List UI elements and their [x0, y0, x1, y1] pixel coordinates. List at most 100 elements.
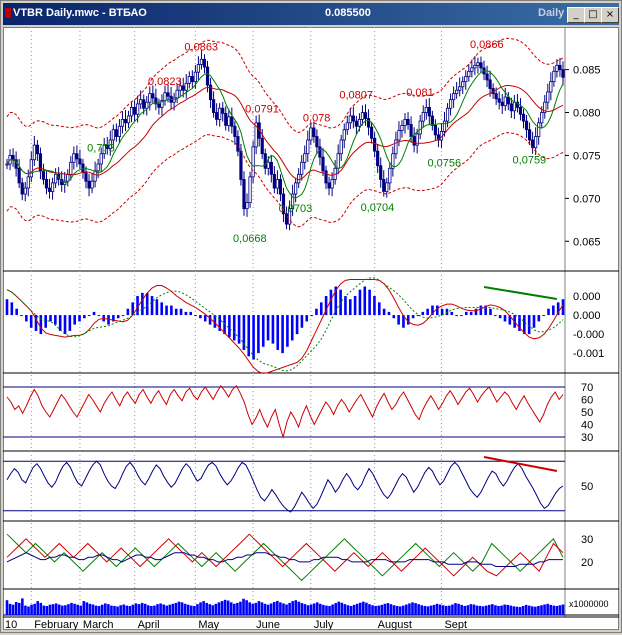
- macd-bar: [537, 315, 541, 322]
- macd-bar: [556, 302, 560, 316]
- candle-body: [537, 122, 541, 137]
- macd-bar: [5, 299, 9, 316]
- volume-bar: [503, 604, 506, 615]
- volume-bar: [128, 605, 132, 615]
- volume-bar: [466, 605, 470, 615]
- volume-bar: [377, 605, 380, 615]
- macd-bar: [184, 311, 188, 316]
- volume-bar: [113, 605, 116, 615]
- candle-body: [524, 120, 529, 131]
- macd-bar: [431, 305, 434, 316]
- volume-bar: [546, 603, 549, 615]
- candle-body: [342, 129, 346, 141]
- candle-body: [412, 136, 416, 146]
- volume-bar: [475, 605, 479, 615]
- close-button[interactable]: ×: [601, 7, 619, 23]
- chart-svg[interactable]: 0.085 0.080 0.075 0.070 0.065 0,0863 0,0823 0,0…: [3, 27, 619, 631]
- candle-body: [552, 70, 556, 83]
- candle-body: [558, 64, 562, 71]
- candle-body: [133, 106, 137, 115]
- volume-bar: [272, 602, 276, 615]
- macd-bar: [232, 315, 236, 341]
- volume-bar: [150, 605, 153, 615]
- macd-bar: [498, 315, 502, 319]
- macd-bar: [397, 315, 400, 325]
- macd-bar: [295, 315, 299, 335]
- volume-bar: [355, 603, 359, 615]
- x-tick-label: 10: [5, 619, 17, 630]
- volume-bar: [469, 604, 473, 615]
- volume-bar: [147, 605, 150, 615]
- volume-bar: [398, 606, 402, 615]
- volume-bar: [54, 603, 58, 615]
- macd-signal-line: [6, 277, 564, 372]
- macd-bar: [247, 315, 251, 357]
- candle-body: [373, 137, 377, 152]
- volume-bar: [140, 602, 144, 615]
- volume-bar: [435, 603, 439, 615]
- volume-bar: [159, 603, 162, 615]
- macd-bar: [368, 289, 371, 316]
- candle-body: [503, 96, 507, 107]
- volume-bar: [174, 602, 178, 615]
- candle-body: [181, 85, 185, 91]
- y-tick-label: 30: [581, 432, 593, 444]
- macd-bar: [542, 315, 545, 317]
- maximize-button[interactable]: □: [584, 7, 602, 23]
- volume-bar: [279, 602, 282, 615]
- candle-body: [382, 179, 386, 192]
- high-annotation: 0,0807: [339, 90, 373, 102]
- high-annotation: 0,081: [406, 87, 434, 99]
- candle-body: [81, 163, 85, 174]
- volume-bar: [371, 605, 374, 615]
- candle-body: [485, 73, 489, 81]
- volume-bar: [223, 599, 227, 615]
- macd-bar: [155, 299, 159, 316]
- minimize-button[interactable]: _: [567, 7, 585, 23]
- candle-body: [445, 107, 450, 122]
- volume-bar: [306, 605, 310, 615]
- y-tick-label: 0.065: [573, 236, 601, 248]
- volume-bar: [460, 604, 463, 615]
- candle-body: [424, 106, 428, 113]
- volume-bar: [500, 605, 503, 615]
- candle-body: [366, 118, 371, 128]
- volume-bar: [555, 605, 559, 615]
- macd-bar: [319, 302, 323, 316]
- candle-body: [114, 129, 118, 137]
- candle-body: [11, 155, 15, 161]
- volume-bar: [300, 603, 304, 615]
- stoch-divergence-line: [483, 456, 558, 472]
- candle-body: [345, 122, 349, 131]
- chart-area[interactable]: 0.085 0.080 0.075 0.070 0.065 0,0863 0,0823 0,0…: [3, 27, 619, 631]
- volume-bar: [343, 604, 347, 615]
- macd-bar: [20, 315, 23, 317]
- volume-bar: [457, 603, 460, 615]
- candle-body: [418, 120, 422, 135]
- volume-bar: [82, 601, 86, 615]
- macd-bar: [523, 315, 526, 335]
- volume-bar: [276, 600, 279, 615]
- candle-body: [151, 93, 155, 99]
- macd-bar: [286, 315, 289, 347]
- volume-bar: [331, 604, 334, 615]
- candle-body: [230, 116, 234, 127]
- macd-bar: [223, 315, 226, 335]
- candle-body: [266, 161, 270, 169]
- macd-bar: [290, 315, 294, 341]
- volume-bar: [451, 604, 454, 615]
- y-tick-label: 0.085: [573, 65, 601, 77]
- volume-bar: [183, 603, 187, 615]
- candle-body: [357, 118, 362, 127]
- macd-bar: [136, 296, 139, 316]
- volume-bar: [497, 605, 500, 615]
- candle-body: [470, 67, 474, 72]
- macd-bar: [411, 315, 415, 319]
- title-bar[interactable]: VTBR Daily.mwc - ВТБАО 0.085500 Daily _ …: [3, 3, 619, 25]
- volume-bar: [417, 604, 420, 615]
- volume-bar: [214, 603, 218, 615]
- volume-bar: [48, 604, 52, 615]
- candle-body: [205, 66, 210, 86]
- upper-envelope: [6, 37, 564, 134]
- macd-bar: [131, 302, 135, 316]
